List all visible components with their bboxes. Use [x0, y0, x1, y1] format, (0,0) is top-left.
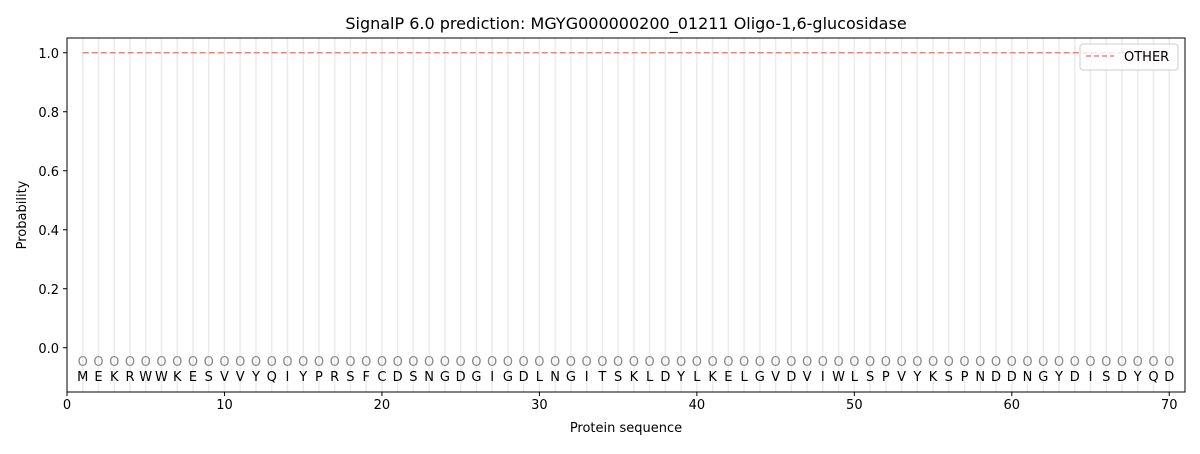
- y-tick-label: 0.2: [38, 283, 59, 298]
- x-tick-label: 60: [1004, 398, 1021, 413]
- residue-label: G: [1038, 370, 1048, 385]
- chart-title: SignalP 6.0 prediction: MGYG000000200_01…: [345, 14, 906, 34]
- residue-label: W: [139, 370, 152, 385]
- residue-label: D: [1117, 370, 1127, 385]
- residue-label: K: [110, 370, 119, 385]
- residue-label: K: [173, 370, 182, 385]
- y-tick-label: 0.4: [38, 224, 59, 239]
- residue-label: I: [490, 370, 494, 385]
- residue-label: S: [409, 370, 417, 385]
- residue-label: M: [77, 370, 88, 385]
- residue-label: E: [189, 370, 197, 385]
- residue-label: S: [205, 370, 213, 385]
- residue-label: D: [1007, 370, 1017, 385]
- residue-label: V: [803, 370, 812, 385]
- x-tick-label: 50: [846, 398, 863, 413]
- residue-label: S: [945, 370, 953, 385]
- residue-label: R: [125, 370, 134, 385]
- residue-label: Y: [298, 370, 307, 385]
- legend: OTHER: [1079, 43, 1179, 71]
- y-tick-label: 0.8: [38, 106, 59, 121]
- predicted-labels-row: OOOOOOOOOOOOOOOOOOOOOOOOOOOOOOOOOOOOOOOO…: [78, 355, 1175, 370]
- x-tick-label: 30: [531, 398, 548, 413]
- y-tick-label: 0.0: [38, 342, 59, 357]
- residue-label: Y: [1133, 370, 1142, 385]
- residue-label: Y: [676, 370, 685, 385]
- residue-label: L: [646, 370, 654, 385]
- residue-label: D: [660, 370, 670, 385]
- y-tick-label: 0.6: [38, 165, 59, 180]
- residue-label: N: [975, 370, 985, 385]
- residue-label: C: [377, 370, 386, 385]
- residue-label: V: [897, 370, 906, 385]
- residue-label: G: [566, 370, 576, 385]
- residue-label: D: [456, 370, 466, 385]
- residue-label: I: [1089, 370, 1093, 385]
- residue-label: K: [929, 370, 938, 385]
- residue-label: D: [1164, 370, 1174, 385]
- residue-label: K: [708, 370, 717, 385]
- residue-label: W: [832, 370, 845, 385]
- residue-label: E: [94, 370, 102, 385]
- residue-label: S: [1102, 370, 1110, 385]
- residue-label: K: [630, 370, 639, 385]
- x-tick-label: 40: [689, 398, 706, 413]
- plot-frame: [66, 37, 1186, 393]
- residue-label: G: [471, 370, 481, 385]
- residue-label: E: [724, 370, 732, 385]
- residue-label: S: [614, 370, 622, 385]
- x-tick-label: 10: [216, 398, 233, 413]
- residue-label: D: [786, 370, 796, 385]
- residue-label: P: [315, 370, 323, 385]
- residue-label: I: [821, 370, 825, 385]
- x-tick-label: 70: [1161, 398, 1178, 413]
- residue-label: Q: [267, 370, 277, 385]
- residue-label: N: [1023, 370, 1033, 385]
- residue-label: L: [851, 370, 859, 385]
- residue-label: S: [346, 370, 354, 385]
- residue-label: D: [393, 370, 403, 385]
- residue-label: D: [1070, 370, 1080, 385]
- residue-label: G: [755, 370, 765, 385]
- residue-label: Q: [1148, 370, 1158, 385]
- residue-label: V: [771, 370, 780, 385]
- residue-label: G: [503, 370, 513, 385]
- residue-label: S: [866, 370, 874, 385]
- residue-label: Y: [1054, 370, 1063, 385]
- residue-label: I: [286, 370, 290, 385]
- residue-label: V: [220, 370, 229, 385]
- residue-label: G: [440, 370, 450, 385]
- residue-label: P: [882, 370, 890, 385]
- residue-label: W: [155, 370, 168, 385]
- residue-label: V: [236, 370, 245, 385]
- residue-label: D: [519, 370, 529, 385]
- residue-label: Y: [912, 370, 921, 385]
- x-tick-label: 20: [374, 398, 391, 413]
- residue-label: L: [536, 370, 544, 385]
- residue-label: L: [693, 370, 701, 385]
- residue-label: R: [330, 370, 339, 385]
- residue-label: D: [991, 370, 1001, 385]
- residue-label: F: [362, 370, 369, 385]
- x-axis-label: Protein sequence: [570, 421, 682, 436]
- x-tick-label: 0: [63, 398, 71, 413]
- residue-label: L: [740, 370, 748, 385]
- y-tick-label: 1.0: [38, 47, 59, 62]
- residue-label: I: [585, 370, 589, 385]
- residue-label: T: [597, 370, 606, 385]
- y-axis-label: Probability: [15, 180, 30, 249]
- residue-label: N: [550, 370, 560, 385]
- residue-label: P: [961, 370, 969, 385]
- legend-other-label: OTHER: [1124, 50, 1169, 65]
- residue-label: Y: [251, 370, 260, 385]
- residue-label: N: [424, 370, 434, 385]
